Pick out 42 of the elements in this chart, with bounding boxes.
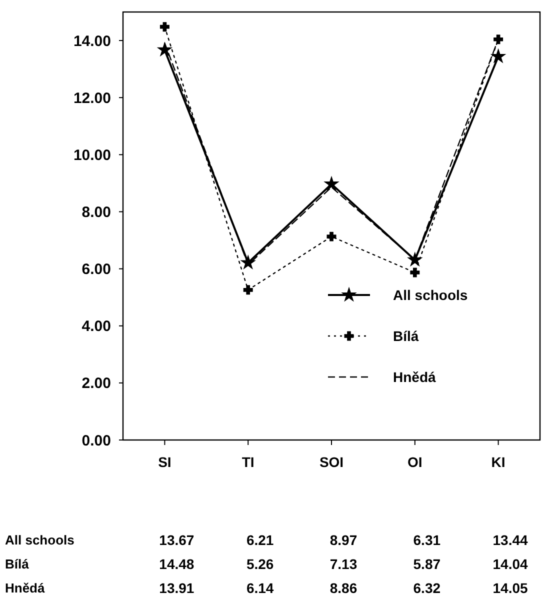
point	[491, 49, 506, 62]
data-label: 8.97	[330, 532, 358, 548]
data-label: 6.32	[413, 580, 441, 596]
text: All schools	[5, 532, 74, 548]
y-tick-label: 6.00	[82, 261, 111, 278]
data-label: 6.21	[246, 532, 274, 548]
y-tick-label: 4.00	[82, 318, 111, 336]
data-label: 14.48	[159, 556, 194, 572]
y-tick-label: 10.00	[73, 146, 111, 164]
point	[243, 285, 253, 295]
y-tick-label: 12.00	[73, 90, 111, 107]
data-label: 14.05	[492, 580, 528, 596]
point	[324, 176, 338, 190]
point	[160, 22, 170, 32]
data-label: 13.91	[159, 580, 194, 596]
data-label: 6.31	[413, 532, 441, 548]
data-label: 13.44	[492, 532, 528, 548]
legend-label: All schools	[393, 286, 468, 303]
data-label: 5.87	[413, 556, 441, 572]
y-tick-label: 8.00	[82, 204, 111, 221]
x-tick-label: KI	[491, 454, 506, 470]
point	[241, 256, 255, 269]
x-tick-label: SOI	[319, 454, 344, 470]
y-tick-label: 14.00	[73, 32, 111, 50]
y-tick-label: 2.00	[82, 375, 111, 392]
text: Hnědá	[5, 580, 45, 596]
point	[494, 34, 504, 44]
point	[410, 268, 420, 278]
data-label: 13.67	[159, 532, 194, 548]
legend-label: Hnědá	[393, 368, 436, 385]
data-label: 8.86	[330, 580, 358, 596]
x-tick-label: OI	[408, 454, 422, 470]
y-tick-label: 0.00	[82, 432, 111, 450]
x-tick-label: TI	[242, 454, 254, 470]
data-label: 6.14	[246, 580, 274, 596]
text: Bílá	[5, 556, 29, 572]
data-label: 5.26	[246, 556, 274, 572]
point	[326, 232, 336, 242]
x-tick-label: SI	[158, 454, 172, 470]
data-label: 7.13	[330, 556, 358, 572]
legend-label: Bílá	[393, 328, 419, 344]
data-label: 14.04	[492, 556, 528, 572]
